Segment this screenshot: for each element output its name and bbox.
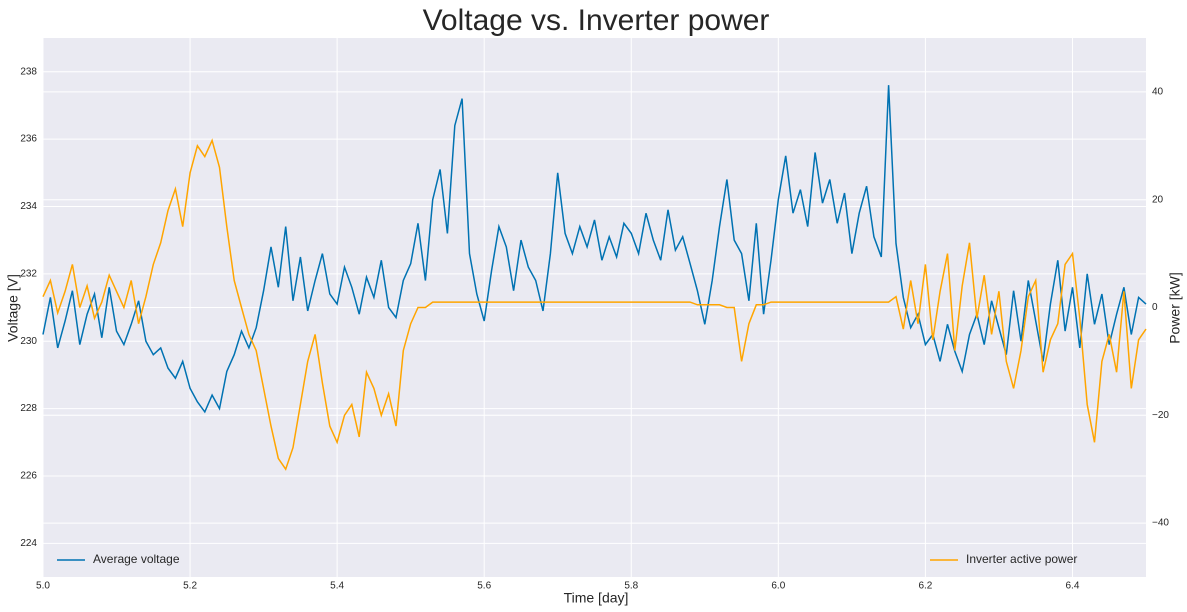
x-tick-label: 5.6 — [477, 581, 491, 592]
x-tick-label: 5.0 — [36, 581, 50, 592]
y-tick-label: 236 — [20, 134, 37, 145]
x-axis-label: Time [day] — [564, 590, 629, 606]
y2-tick-label: −40 — [1152, 518, 1169, 529]
x-tick-label: 5.8 — [624, 581, 638, 592]
y2-tick-label: 20 — [1152, 194, 1164, 205]
chart-title: Voltage vs. Inverter power — [423, 4, 770, 37]
x-tick-label: 6.2 — [918, 581, 932, 592]
x-tick-label: 6.0 — [771, 581, 785, 592]
x-tick-label: 5.4 — [330, 581, 344, 592]
legend-label: Inverter active power — [966, 552, 1077, 566]
x-tick-label: 5.2 — [183, 581, 197, 592]
y2-tick-label: −20 — [1152, 410, 1169, 421]
y-tick-label: 228 — [20, 403, 37, 414]
x-tick-label: 6.4 — [1066, 581, 1080, 592]
line-series — [42, 138, 1147, 471]
line-series — [42, 85, 1147, 414]
y-tick-label: 238 — [20, 66, 37, 77]
y-tick-label: 224 — [20, 538, 37, 549]
y2-tick-label: 40 — [1152, 87, 1164, 98]
y-tick-label: 230 — [20, 336, 37, 347]
legend-label: Average voltage — [93, 552, 180, 566]
y-tick-label: 232 — [20, 268, 37, 279]
y2-axis-label: Power [kW] — [1167, 272, 1183, 344]
y-axis-label: Voltage [V] — [5, 274, 21, 342]
y-tick-label: 234 — [20, 201, 37, 212]
y2-tick-label: 0 — [1152, 302, 1158, 313]
y-tick-label: 226 — [20, 471, 37, 482]
